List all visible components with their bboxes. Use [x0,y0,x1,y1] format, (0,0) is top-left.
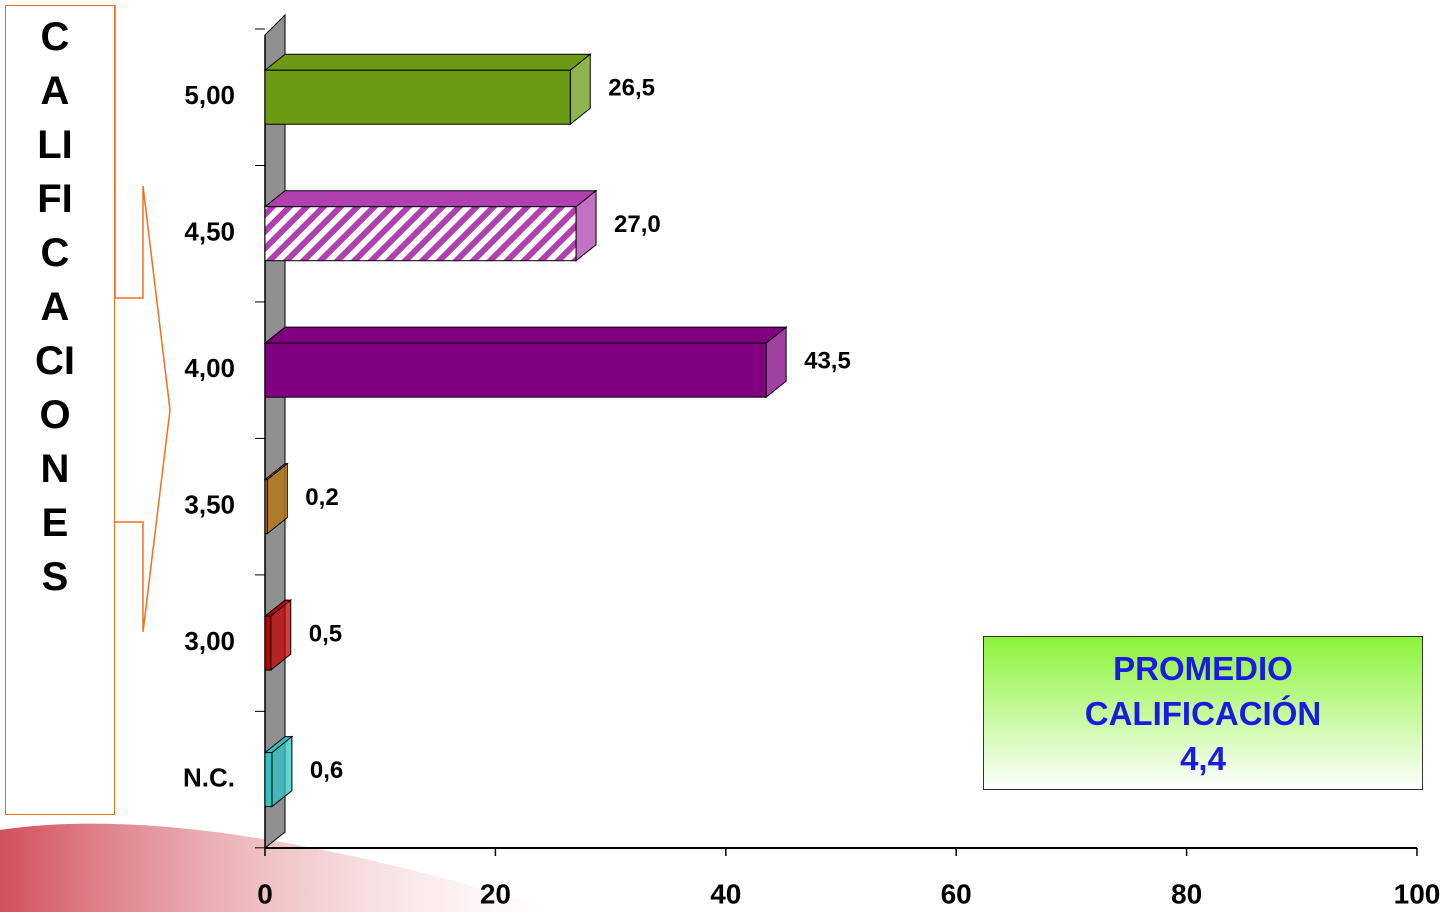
x-tick-label: 40 [710,878,741,909]
value-label: 26,5 [608,75,655,102]
y-tick-label: N.C. [183,762,235,792]
value-label: 27,0 [614,211,661,238]
annotation-box: PROMEDIO CALIFICACIÓN 4,4 [983,636,1423,790]
x-tick-label: 100 [1394,878,1441,909]
x-tick-label: 20 [480,878,511,909]
x-tick-label: 0 [257,878,273,909]
x-tick-label: 80 [1171,878,1202,909]
x-tick-label: 60 [941,878,972,909]
value-label: 43,5 [804,348,851,375]
y-tick-label: 4,00 [184,353,235,383]
bar [264,342,767,398]
y-tick-label: 3,00 [184,626,235,656]
brace [114,5,171,633]
value-label: 0,6 [310,757,343,784]
bar [264,479,268,535]
bar-top [263,190,598,208]
value-label: 0,2 [305,484,338,511]
annotation-line: CALIFICACIÓN [1084,694,1322,732]
bar [264,752,273,808]
side-box [5,5,115,815]
bar [264,615,272,671]
annotation-line: 4,4 [1180,739,1226,777]
y-tick-label: 4,50 [184,217,235,247]
bar-top [263,326,788,344]
value-label: 0,5 [309,620,342,647]
y-tick-label: 5,00 [184,80,235,110]
background-swirl [0,823,560,912]
y-tick-label: 3,50 [184,490,235,520]
bar [264,206,577,262]
side-label: CALIFICACIONES [35,15,75,599]
bar [264,69,571,125]
bar-top [263,53,592,71]
annotation-line: PROMEDIO [1113,649,1293,687]
back-wall [264,13,286,850]
